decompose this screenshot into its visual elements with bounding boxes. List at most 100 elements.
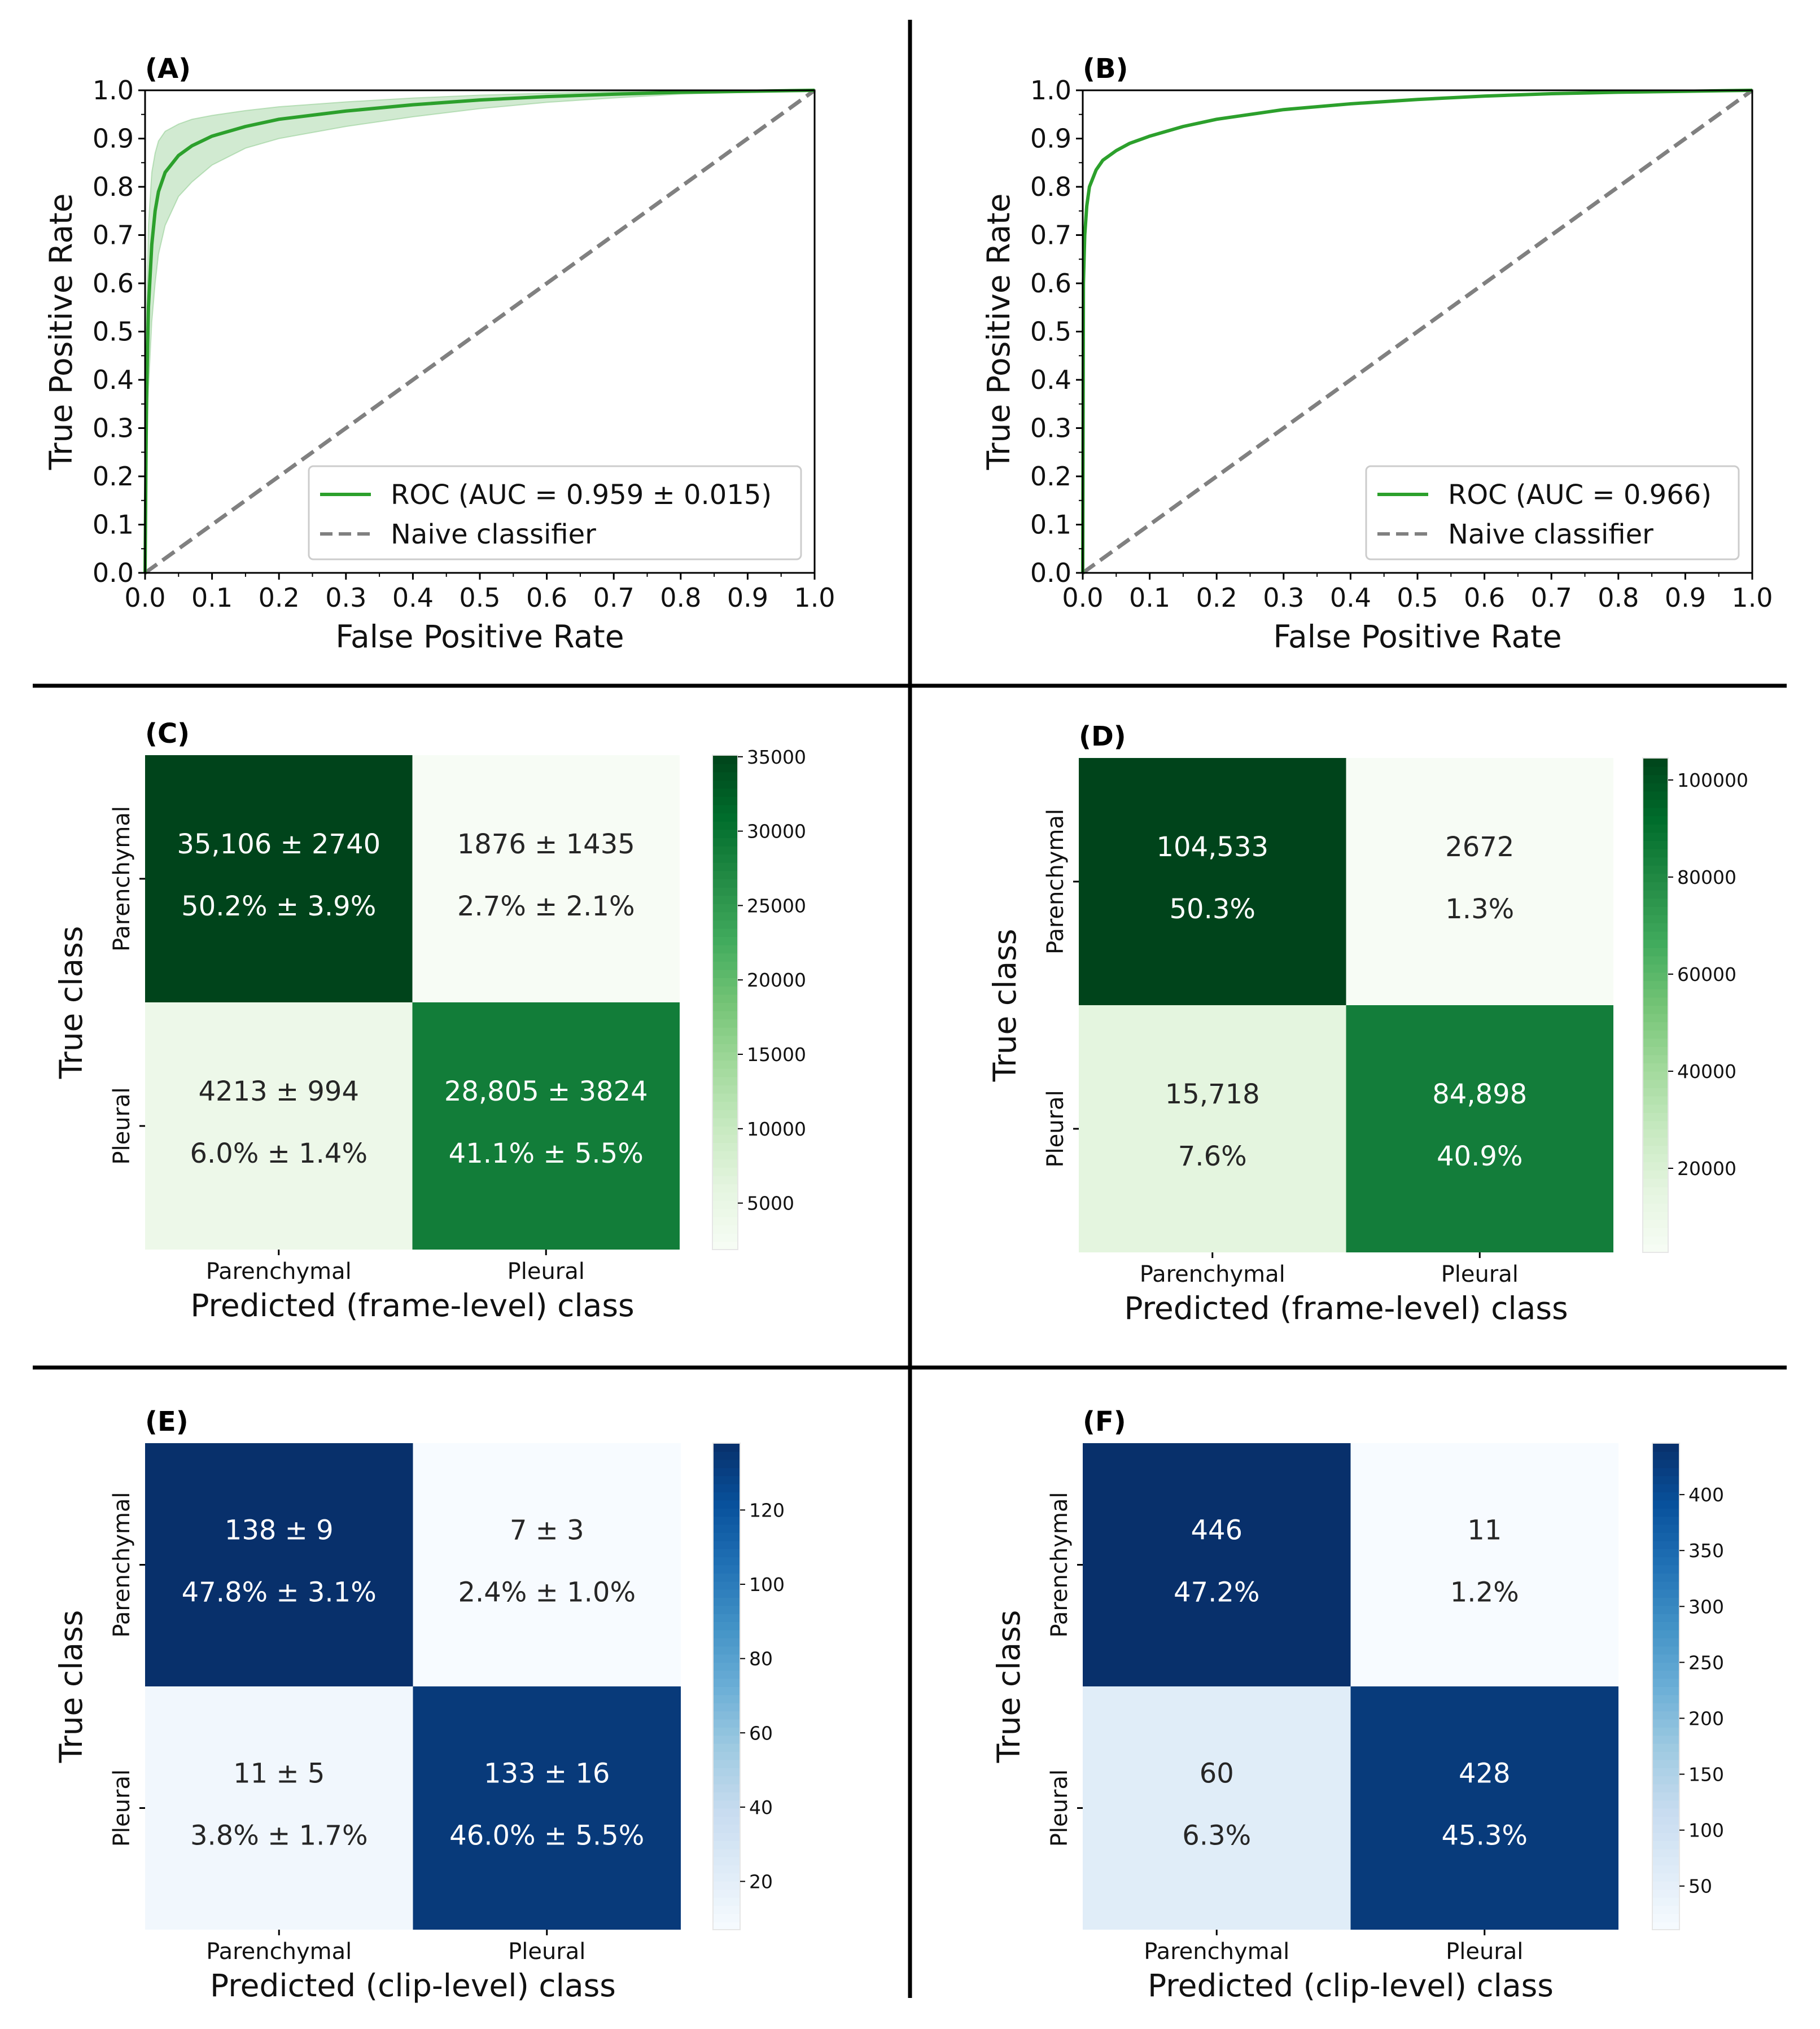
colorbar-segment <box>1652 1702 1679 1712</box>
colorbar-segment <box>1652 1905 1679 1914</box>
confusion-matrix-panel-0: (C) 35,106 ± 2740 50.2% ± 3.9% 1876 ± 1435 2… <box>53 718 806 1324</box>
colorbar-segment <box>1643 1162 1668 1171</box>
colorbar-segment <box>1643 865 1668 874</box>
x-tick-label: 0.5 <box>459 582 500 613</box>
colorbar-segment <box>1652 1646 1679 1655</box>
y-tick-label: 1.0 <box>1030 75 1071 106</box>
colorbar-segment <box>1643 1129 1668 1138</box>
colorbar-segment <box>713 1597 740 1606</box>
colorbar-segment <box>1643 1203 1668 1212</box>
colorbar-tick-label: 60000 <box>1677 963 1736 985</box>
roc-panel-0: (A) 0.0 0.1 0.2 0.3 0.4 0.5 0.6 0.7 0.8 0.9 1.0 0.0 0… <box>43 53 835 655</box>
colorbar-segment <box>713 1654 740 1663</box>
colorbar-segment <box>713 1483 740 1493</box>
cell-count: 2672 <box>1445 831 1514 863</box>
colorbar-segment <box>1643 1029 1668 1039</box>
colorbar-segment <box>713 1516 740 1525</box>
legend-naive-label: Naive classifier <box>1448 519 1653 550</box>
y-tick-label: Pleural <box>109 1087 135 1164</box>
colorbar-segment <box>712 788 738 797</box>
colorbar-segment <box>713 1459 740 1469</box>
colorbar-segment <box>1643 791 1668 800</box>
colorbar-segment <box>712 813 738 822</box>
cell-percent: 2.7% ± 2.1% <box>457 891 635 922</box>
x-tick-label: Parenchymal <box>1140 1261 1285 1287</box>
colorbar-tick-label: 30000 <box>747 821 806 843</box>
colorbar-segment <box>1643 832 1668 841</box>
colorbar-segment <box>1643 1170 1668 1179</box>
y-tick-label: 0.0 <box>93 558 134 588</box>
matrix-cell <box>1083 1686 1351 1930</box>
colorbar-frame <box>1642 757 1669 1253</box>
colorbar-segment <box>1652 1629 1679 1638</box>
colorbar-segment <box>1643 972 1668 981</box>
x-tick-label: 0.9 <box>727 582 768 613</box>
colorbar-segment <box>712 1191 738 1201</box>
y-tick-label: 0.4 <box>93 365 134 395</box>
cell-count: 60 <box>1200 1758 1234 1790</box>
x-axis-label: Predicted (frame-level) class <box>1124 1290 1568 1326</box>
colorbar-segment <box>713 1735 740 1744</box>
colorbar-segment <box>712 911 738 921</box>
matrix-cell <box>145 755 413 1002</box>
colorbar-segment <box>1643 807 1668 817</box>
cell-count: 7 ± 3 <box>510 1515 584 1546</box>
colorbar-segment <box>1652 1581 1679 1590</box>
colorbar-segment <box>1643 758 1668 767</box>
colorbar-segment <box>712 895 738 904</box>
y-axis-label: True Positive Rate <box>981 194 1017 471</box>
colorbar-segment <box>712 1044 738 1053</box>
colorbar-segment <box>1652 1492 1679 1501</box>
x-tick-label: Pleural <box>1441 1261 1519 1287</box>
y-tick-label: 0.0 <box>1030 558 1071 588</box>
colorbar-segment <box>713 1492 740 1501</box>
colorbar-segment <box>713 1913 740 1922</box>
colorbar-segment <box>1643 1137 1668 1146</box>
y-tick-label: 0.8 <box>1030 172 1071 202</box>
matrix-cell <box>1083 1443 1351 1686</box>
colorbar-segment <box>713 1889 740 1898</box>
y-tick-label: 0.9 <box>93 124 134 154</box>
y-tick-label: 0.9 <box>1030 124 1071 154</box>
colorbar-segment <box>1643 1013 1668 1023</box>
colorbar-segment <box>1652 1459 1679 1469</box>
colorbar-segment <box>713 1921 740 1930</box>
colorbar-segment <box>713 1565 740 1574</box>
matrix-cell <box>1350 1686 1618 1930</box>
legend-naive-label: Naive classifier <box>391 519 596 550</box>
colorbar-segment <box>1652 1589 1679 1598</box>
colorbar-segment <box>713 1824 740 1833</box>
naive-classifier-line <box>1081 89 1754 575</box>
colorbar-segment <box>713 1808 740 1817</box>
cell-percent: 41.1% ± 5.5% <box>449 1138 644 1169</box>
legend-roc-label: ROC (AUC = 0.959 ± 0.015) <box>391 479 772 511</box>
colorbar-segment <box>1643 1153 1668 1163</box>
y-axis-label: True Positive Rate <box>43 194 79 471</box>
colorbar-segment <box>713 1881 740 1890</box>
colorbar-segment <box>713 1719 740 1728</box>
colorbar-segment <box>1643 823 1668 833</box>
colorbar-segment <box>1652 1808 1679 1817</box>
colorbar-segment <box>713 1605 740 1614</box>
colorbar-segment <box>1643 1022 1668 1031</box>
colorbar-segment <box>1643 1112 1668 1121</box>
colorbar-segment <box>713 1832 740 1841</box>
colorbar-segment <box>1643 848 1668 858</box>
colorbar-segment <box>1652 1856 1679 1866</box>
x-tick-label: 0.8 <box>1598 582 1639 613</box>
x-tick-label: Pleural <box>508 1939 585 1965</box>
colorbar-segment <box>712 1225 738 1234</box>
cell-count: 28,805 ± 3824 <box>444 1076 648 1107</box>
colorbar-segment <box>712 870 738 879</box>
colorbar-segment <box>713 1646 740 1655</box>
colorbar-segment <box>713 1743 740 1752</box>
colorbar-segment <box>1652 1516 1679 1525</box>
colorbar-tick-label: 300 <box>1688 1596 1724 1618</box>
colorbar-segment <box>713 1702 740 1712</box>
x-tick-label: 0.4 <box>392 582 434 613</box>
colorbar-segment <box>1652 1897 1679 1906</box>
x-tick-label: 0.4 <box>1330 582 1371 613</box>
panel-label: (D) <box>1079 721 1126 752</box>
colorbar-segment <box>1652 1832 1679 1841</box>
colorbar-segment <box>1652 1726 1679 1736</box>
